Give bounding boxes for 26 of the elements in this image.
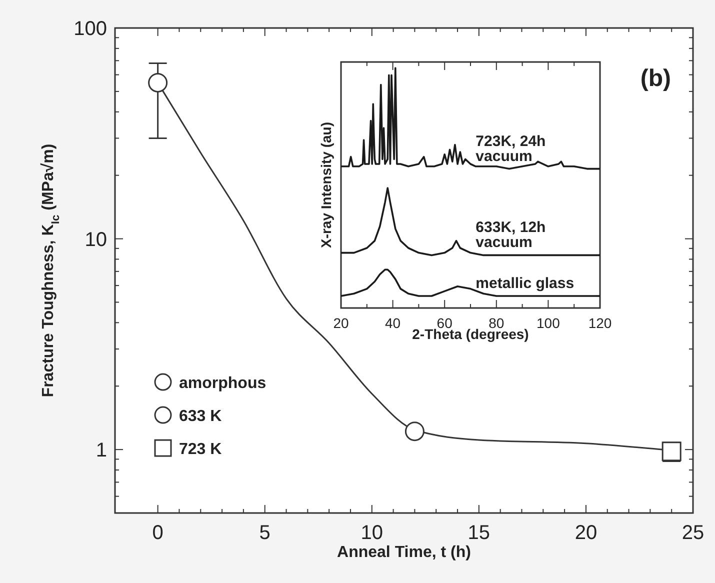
x-tick-label: 5 xyxy=(259,522,270,544)
x-tick-label: 80 xyxy=(488,315,504,331)
annotation: (b) xyxy=(640,65,671,92)
x-tick-label: 25 xyxy=(682,522,704,544)
x-tick-label: 20 xyxy=(333,315,349,331)
x-tick-label: 15 xyxy=(468,522,490,544)
x-tick-label: 0 xyxy=(152,522,164,544)
point xyxy=(404,422,424,442)
legend-label: amorphous xyxy=(179,375,266,392)
x-axis-title: Anneal Time, t (h) xyxy=(337,544,471,561)
legend-label: 633 K xyxy=(179,408,222,426)
y-axis-title: X-ray Intensity (au) xyxy=(318,122,334,248)
y-tick-label: 1 xyxy=(96,440,107,462)
x-tick-label: 120 xyxy=(588,315,612,331)
x-tick-label: 40 xyxy=(385,315,401,331)
x-tick-label: 10 xyxy=(360,522,384,544)
series-label: 723K, 24h vacuum xyxy=(476,132,546,165)
series-label: 633K, 12h vacuum xyxy=(476,219,546,252)
x-tick-label: 100 xyxy=(536,315,560,331)
legend-label: 723 K xyxy=(179,441,222,458)
point xyxy=(148,72,168,92)
x-tick-label: 60 xyxy=(436,315,453,331)
y-tick-label: 10 xyxy=(84,228,107,251)
x-tick-label: 20 xyxy=(574,522,598,544)
series-label: metallic glass xyxy=(476,275,574,292)
y-tick-label: 100 xyxy=(74,18,107,40)
